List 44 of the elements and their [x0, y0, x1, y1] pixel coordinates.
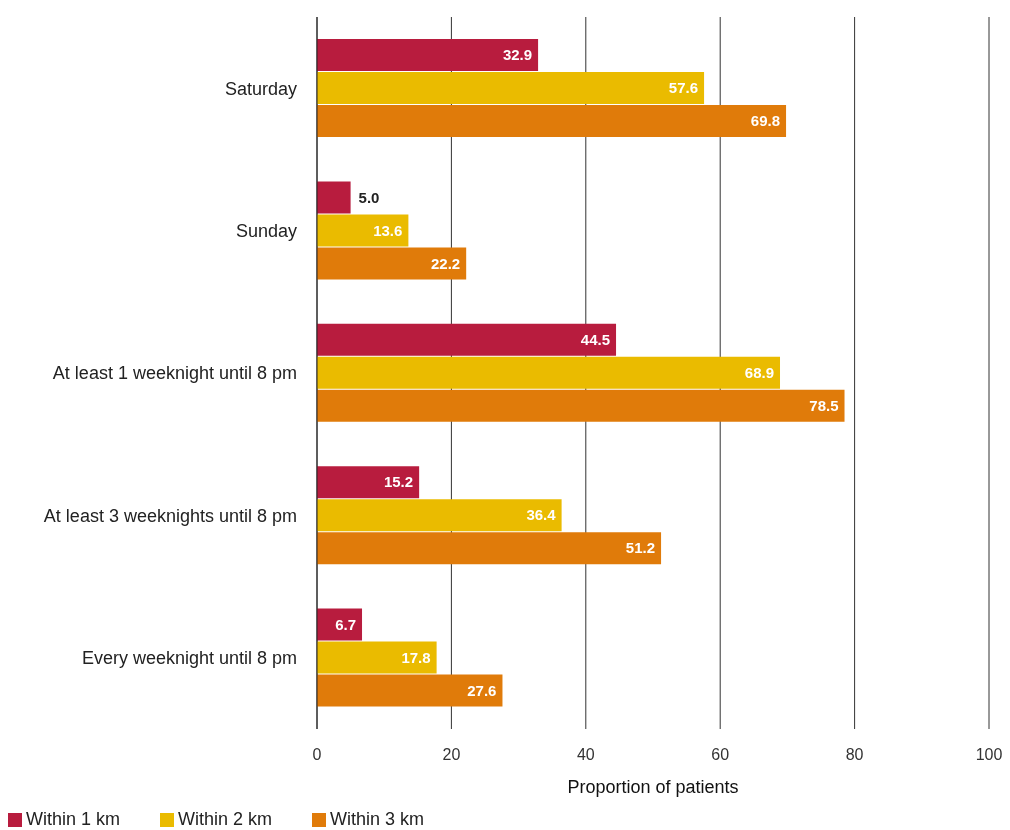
- data-label: 13.6: [373, 221, 403, 239]
- bar: [317, 674, 503, 707]
- x-tick-label: 20: [442, 746, 461, 764]
- data-label: 78.5: [809, 397, 839, 415]
- bar: [317, 356, 781, 389]
- x-tick-label: 100: [975, 746, 1003, 764]
- bar: [317, 181, 351, 214]
- bar: [317, 323, 617, 356]
- data-label: 15.2: [383, 473, 414, 491]
- bar: [317, 466, 420, 499]
- x-axis-title: Proportion of patients: [567, 777, 739, 797]
- bar: [317, 641, 437, 674]
- data-label: 32.9: [502, 46, 533, 64]
- bar: [317, 72, 705, 104]
- data-label: 5.0: [358, 188, 380, 206]
- data-label: 68.9: [744, 364, 775, 382]
- data-label: 57.6: [668, 79, 699, 97]
- bar: [317, 532, 662, 565]
- legend-label: Within 3 km: [330, 809, 425, 829]
- y-tick-label: Every weeknight until 8 pm: [81, 648, 297, 669]
- bar: [317, 214, 409, 247]
- data-label: 27.6: [467, 681, 497, 699]
- x-tick-label: 0: [312, 746, 322, 764]
- bar: [317, 39, 539, 71]
- data-label: 17.8: [401, 648, 431, 666]
- legend-label: Within 1 km: [26, 809, 121, 829]
- bar: [317, 247, 467, 280]
- bar: [317, 105, 787, 137]
- data-label: 22.2: [430, 254, 461, 272]
- bar: [317, 499, 562, 532]
- x-tick-label: 80: [845, 746, 864, 764]
- data-label: 44.5: [580, 331, 611, 349]
- y-tick-label: Saturday: [224, 78, 297, 99]
- data-label: 69.8: [750, 112, 781, 130]
- data-label: 51.2: [625, 539, 656, 557]
- y-tick-label: At least 1 weeknight until 8 pm: [52, 363, 297, 384]
- legend-label: Within 2 km: [178, 809, 273, 829]
- x-tick-label: 60: [711, 746, 730, 764]
- y-tick-label: At least 3 weeknights until 8 pm: [43, 505, 297, 526]
- bar: [317, 389, 845, 422]
- x-tick-label: 40: [576, 746, 595, 764]
- data-label: 36.4: [526, 506, 557, 524]
- data-label: 6.7: [335, 615, 357, 633]
- y-tick-label: Sunday: [235, 220, 297, 241]
